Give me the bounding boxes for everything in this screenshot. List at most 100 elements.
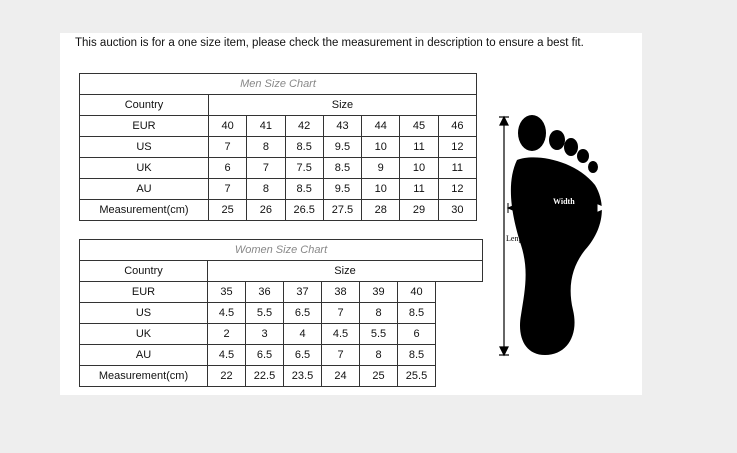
size-cell: 8.5	[397, 344, 436, 366]
size-header: Size	[207, 260, 483, 282]
men-size-chart: Men Size Chart Country Size EUR 40 41 42 43 4…	[79, 73, 478, 221]
table-row: Measurement(cm) 25 26 26.5 27.5 28 29 30	[79, 199, 478, 221]
empty-cell	[436, 303, 483, 324]
size-cell: 26.5	[284, 199, 324, 221]
size-cell: 10	[361, 178, 401, 200]
women-size-chart: Women Size Chart Country Size EUR 35 36 37 3…	[79, 239, 483, 387]
size-cell: 5.5	[359, 323, 398, 345]
country-header: Country	[79, 260, 208, 282]
size-cell: 22.5	[245, 365, 284, 387]
country-header: Country	[79, 94, 209, 116]
size-cell: 36	[245, 281, 284, 303]
size-cell: 4.5	[321, 323, 360, 345]
size-cell: 6	[397, 323, 436, 345]
size-cell: 24	[321, 365, 360, 387]
size-cell: 25	[207, 199, 248, 221]
size-cell: 6.5	[283, 302, 322, 324]
size-cell: 8	[359, 344, 398, 366]
size-cell: 3	[245, 323, 284, 345]
size-cell: 35	[207, 281, 246, 303]
table-row: AU 7 8 8.5 9.5 10 11 12	[79, 178, 478, 200]
size-cell: 7	[207, 178, 248, 200]
row-label: EUR	[79, 115, 209, 137]
size-cell: 4	[283, 323, 322, 345]
size-cell: 8	[246, 136, 286, 158]
row-label: EUR	[79, 281, 208, 303]
table-row: EUR 40 41 42 43 44 45 46	[79, 115, 478, 137]
size-cell: 25	[359, 365, 398, 387]
size-cell: 39	[359, 281, 398, 303]
foot-silhouette-icon	[510, 115, 602, 355]
row-label: Measurement(cm)	[79, 365, 208, 387]
men-chart-title: Men Size Chart	[79, 73, 477, 95]
size-cell: 7.5	[284, 157, 324, 179]
size-cell: 25.5	[397, 365, 436, 387]
size-cell: 8.5	[322, 157, 363, 179]
empty-cell	[436, 366, 483, 387]
size-cell: 4.5	[207, 302, 246, 324]
size-cell: 2	[207, 323, 246, 345]
size-cell: 8.5	[284, 178, 324, 200]
size-cell: 4.5	[207, 344, 246, 366]
table-row: US 7 8 8.5 9.5 10 11 12	[79, 136, 478, 158]
fit-notice: This auction is for a one size item, ple…	[75, 37, 584, 49]
size-cell: 43	[322, 115, 363, 137]
size-cell: 7	[246, 157, 286, 179]
size-cell: 6	[207, 157, 248, 179]
row-label: UK	[79, 323, 208, 345]
size-cell: 7	[321, 302, 360, 324]
empty-cell	[436, 345, 483, 366]
size-cell: 46	[437, 115, 478, 137]
size-cell: 8	[359, 302, 398, 324]
table-row: Measurement(cm) 22 22.5 23.5 24 25 25.5	[79, 365, 483, 387]
size-cell: 7	[321, 344, 360, 366]
size-cell: 8	[246, 178, 286, 200]
row-label: US	[79, 302, 208, 324]
size-cell: 10	[361, 136, 401, 158]
empty-cell	[436, 282, 483, 303]
size-cell: 5.5	[245, 302, 284, 324]
length-arrow-icon	[499, 115, 509, 357]
size-cell: 38	[321, 281, 360, 303]
size-cell: 9.5	[322, 178, 363, 200]
row-label: US	[79, 136, 209, 158]
table-row: UK 6 7 7.5 8.5 9 10 11	[79, 157, 478, 179]
size-cell: 22	[207, 365, 246, 387]
size-cell: 42	[284, 115, 324, 137]
size-cell: 12	[437, 178, 478, 200]
size-cell: 37	[283, 281, 322, 303]
table-row: UK 2 3 4 4.5 5.5 6	[79, 323, 483, 345]
size-header: Size	[207, 94, 478, 116]
width-arrow-icon	[506, 203, 607, 213]
row-label: AU	[79, 344, 208, 366]
size-cell: 26	[246, 199, 286, 221]
length-label: Length	[506, 234, 529, 243]
size-cell: 8.5	[284, 136, 324, 158]
table-row: AU 4.5 6.5 6.5 7 8 8.5	[79, 344, 483, 366]
size-cell: 9	[361, 157, 401, 179]
size-cell: 44	[361, 115, 401, 137]
size-cell: 11	[399, 178, 439, 200]
row-label: Measurement(cm)	[79, 199, 209, 221]
women-chart-title: Women Size Chart	[79, 239, 483, 261]
row-label: AU	[79, 178, 209, 200]
size-cell: 6.5	[283, 344, 322, 366]
foot-measurement-diagram: Width Length	[499, 115, 607, 357]
size-cell: 9.5	[322, 136, 363, 158]
size-cell: 45	[399, 115, 439, 137]
size-cell: 11	[437, 157, 478, 179]
size-cell: 41	[246, 115, 286, 137]
size-cell: 8.5	[397, 302, 436, 324]
size-cell: 40	[397, 281, 436, 303]
size-cell: 10	[399, 157, 439, 179]
size-cell: 27.5	[322, 199, 363, 221]
size-cell: 29	[399, 199, 439, 221]
size-cell: 23.5	[283, 365, 322, 387]
size-cell: 7	[207, 136, 248, 158]
size-cell: 28	[361, 199, 401, 221]
size-cell: 30	[437, 199, 478, 221]
size-cell: 12	[437, 136, 478, 158]
table-row: EUR 35 36 37 38 39 40	[79, 281, 483, 303]
size-cell: 6.5	[245, 344, 284, 366]
size-cell: 40	[207, 115, 248, 137]
